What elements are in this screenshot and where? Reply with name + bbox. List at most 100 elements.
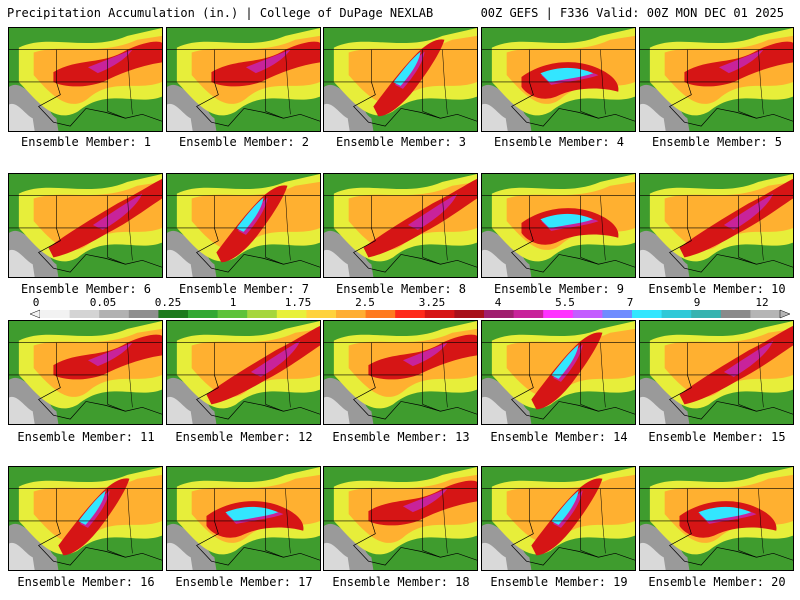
ensemble-member-label: Ensemble Member: 2 (178, 135, 310, 149)
precipitation-field (640, 174, 793, 277)
ensemble-member-map (481, 320, 636, 425)
colorbar-segment (632, 310, 663, 318)
precipitation-field (9, 321, 162, 424)
precipitation-field (324, 28, 477, 131)
ensemble-member-label: Ensemble Member: 1 (20, 135, 152, 149)
colorbar-segment (424, 310, 455, 318)
ensemble-member-label: Ensemble Member: 17 (175, 575, 313, 589)
ensemble-member-label: Ensemble Member: 7 (178, 282, 310, 296)
precipitation-field (482, 467, 635, 570)
ensemble-member-label: Ensemble Member: 4 (493, 135, 625, 149)
ensemble-member-label: Ensemble Member: 6 (20, 282, 152, 296)
ensemble-member-label: Ensemble Member: 9 (493, 282, 625, 296)
precipitation-field (482, 321, 635, 424)
run-valid-time: 00Z GEFS | F336 Valid: 00Z MON DEC 01 20… (480, 6, 784, 20)
colorbar-segment (217, 310, 248, 318)
ensemble-member-map (323, 27, 478, 132)
colorbar-min-arrow (29, 309, 41, 319)
colorbar-segment (572, 310, 603, 318)
colorbar-segment (513, 310, 544, 318)
ensemble-member-label: Ensemble Member: 13 (332, 430, 470, 444)
ensemble-member-map (639, 320, 794, 425)
precipitation-colorbar (29, 309, 791, 319)
colorbar-segment (602, 310, 633, 318)
colorbar-tick-label: 9 (693, 296, 701, 309)
colorbar-segment (720, 310, 751, 318)
precipitation-field (167, 321, 320, 424)
precipitation-field (640, 467, 793, 570)
precipitation-field (482, 174, 635, 277)
ensemble-member-label: Ensemble Member: 20 (648, 575, 786, 589)
ensemble-member-map (166, 320, 321, 425)
colorbar-tick-label: 0 (32, 296, 40, 309)
precipitation-field (167, 174, 320, 277)
ensemble-member-label: Ensemble Member: 10 (648, 282, 786, 296)
colorbar-segment (395, 310, 426, 318)
colorbar-segment (40, 310, 71, 318)
precipitation-field (9, 467, 162, 570)
colorbar-tick-label: 4 (494, 296, 502, 309)
precipitation-field (482, 28, 635, 131)
colorbar-segment (484, 310, 515, 318)
colorbar-segment (188, 310, 219, 318)
colorbar-tick-label: 7 (626, 296, 634, 309)
colorbar-tick-label: 12 (755, 296, 769, 309)
precipitation-field (167, 28, 320, 131)
precipitation-field (640, 321, 793, 424)
ensemble-member-map (166, 173, 321, 278)
ensemble-member-map (481, 27, 636, 132)
colorbar-segment (69, 310, 100, 318)
colorbar-segment (661, 310, 692, 318)
colorbar-segment (750, 310, 781, 318)
ensemble-member-map (639, 173, 794, 278)
precipitation-field (640, 28, 793, 131)
ensemble-member-label: Ensemble Member: 19 (490, 575, 628, 589)
ensemble-member-label: Ensemble Member: 18 (332, 575, 470, 589)
colorbar-segment (99, 310, 130, 318)
ensemble-member-map (8, 173, 163, 278)
precipitation-field (324, 467, 477, 570)
colorbar-tick-label: 1 (229, 296, 237, 309)
colorbar-tick-label: 2.5 (355, 296, 375, 309)
ensemble-member-label: Ensemble Member: 12 (175, 430, 313, 444)
ensemble-member-map (481, 466, 636, 571)
colorbar-max-arrow (779, 309, 791, 319)
precipitation-field (324, 321, 477, 424)
colorbar-tick-label: 1.75 (284, 296, 312, 309)
ensemble-member-label: Ensemble Member: 14 (490, 430, 628, 444)
map-title: Precipitation Accumulation (in.) | Colle… (7, 6, 434, 20)
ensemble-member-map (8, 466, 163, 571)
ensemble-member-map (166, 27, 321, 132)
precipitation-field (324, 174, 477, 277)
ensemble-member-map (639, 466, 794, 571)
precipitation-field (9, 174, 162, 277)
colorbar-segment (306, 310, 337, 318)
ensemble-member-label: Ensemble Member: 11 (17, 430, 155, 444)
ensemble-member-label: Ensemble Member: 15 (648, 430, 786, 444)
ensemble-member-label: Ensemble Member: 8 (335, 282, 467, 296)
colorbar-segment (158, 310, 189, 318)
colorbar-segment (128, 310, 159, 318)
colorbar-segment (454, 310, 485, 318)
ensemble-member-map (481, 173, 636, 278)
ensemble-member-map (8, 27, 163, 132)
colorbar-segment (543, 310, 574, 318)
colorbar-tick-label: 0.05 (89, 296, 117, 309)
ensemble-member-map (639, 27, 794, 132)
precipitation-field (9, 28, 162, 131)
ensemble-member-map (8, 320, 163, 425)
colorbar-tick-label: 3.25 (418, 296, 446, 309)
colorbar-segment (336, 310, 367, 318)
colorbar-segment (276, 310, 307, 318)
precipitation-field (167, 467, 320, 570)
ensemble-member-map (323, 466, 478, 571)
ensemble-member-map (166, 466, 321, 571)
colorbar-segment (247, 310, 278, 318)
colorbar-tick-label: 5.5 (555, 296, 575, 309)
ensemble-member-map (323, 173, 478, 278)
ensemble-member-label: Ensemble Member: 3 (335, 135, 467, 149)
colorbar-segment (365, 310, 396, 318)
colorbar-tick-label: 0.25 (154, 296, 182, 309)
ensemble-member-map (323, 320, 478, 425)
colorbar-segment (691, 310, 722, 318)
